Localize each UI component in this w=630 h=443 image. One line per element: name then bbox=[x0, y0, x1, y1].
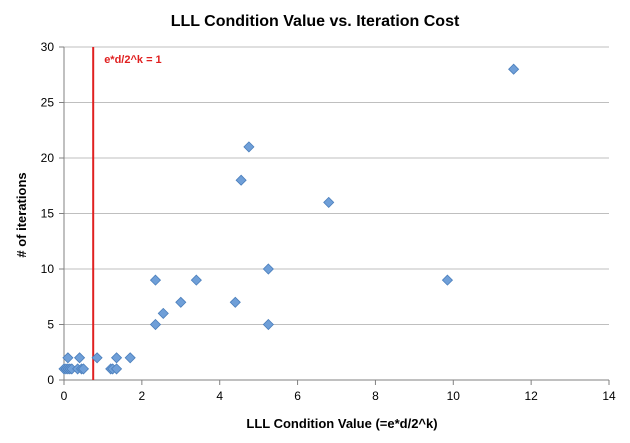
chart-title: LLL Condition Value vs. Iteration Cost bbox=[171, 13, 460, 30]
y-tick-label: 25 bbox=[41, 96, 55, 110]
x-tick-label: 14 bbox=[602, 389, 616, 403]
y-tick-label: 20 bbox=[41, 151, 55, 165]
data-point bbox=[77, 363, 90, 375]
x-tick-label: 6 bbox=[294, 389, 301, 403]
x-tick-label: 8 bbox=[372, 389, 379, 403]
data-point bbox=[62, 352, 74, 364]
data-point bbox=[149, 318, 162, 331]
y-tick-label: 15 bbox=[41, 207, 55, 221]
data-point bbox=[508, 63, 520, 75]
data-point bbox=[91, 352, 103, 364]
y-tick-label: 10 bbox=[41, 262, 55, 276]
grid-lines bbox=[64, 46, 609, 325]
data-point bbox=[441, 274, 454, 286]
reference-line-group: e*d/2^k = 1 bbox=[92, 47, 162, 380]
axes bbox=[59, 46, 610, 385]
data-point bbox=[157, 307, 169, 319]
reference-line-label: e*d/2^k = 1 bbox=[104, 54, 162, 66]
data-point bbox=[149, 274, 162, 286]
x-axis-label: LLL Condition Value (=e*d/2^k) bbox=[246, 416, 437, 431]
y-tick-labels: 0 5 10 15 20 25 30 bbox=[41, 40, 55, 387]
data-point bbox=[243, 141, 255, 153]
data-point bbox=[74, 352, 86, 364]
x-tick-label: 12 bbox=[524, 389, 538, 403]
x-tick-label: 4 bbox=[216, 389, 223, 403]
data-point bbox=[235, 174, 247, 186]
data-point bbox=[110, 352, 123, 364]
x-tick-label: 10 bbox=[447, 389, 461, 403]
x-tick-label: 0 bbox=[61, 389, 68, 403]
data-points bbox=[58, 63, 520, 375]
data-point bbox=[190, 274, 202, 286]
x-tick-label: 2 bbox=[139, 389, 146, 403]
data-point bbox=[323, 196, 335, 208]
data-point bbox=[175, 296, 187, 308]
data-point bbox=[262, 318, 274, 331]
data-point bbox=[124, 352, 136, 364]
y-tick-label: 30 bbox=[41, 40, 55, 54]
x-tick-labels: 0 2 4 6 8 10 12 14 bbox=[61, 389, 616, 403]
y-tick-label: 0 bbox=[47, 373, 54, 387]
data-point bbox=[229, 296, 241, 308]
data-point bbox=[262, 263, 274, 275]
data-point bbox=[110, 363, 123, 375]
y-tick-label: 5 bbox=[47, 318, 54, 332]
y-axis-label: # of iterations bbox=[14, 172, 29, 257]
